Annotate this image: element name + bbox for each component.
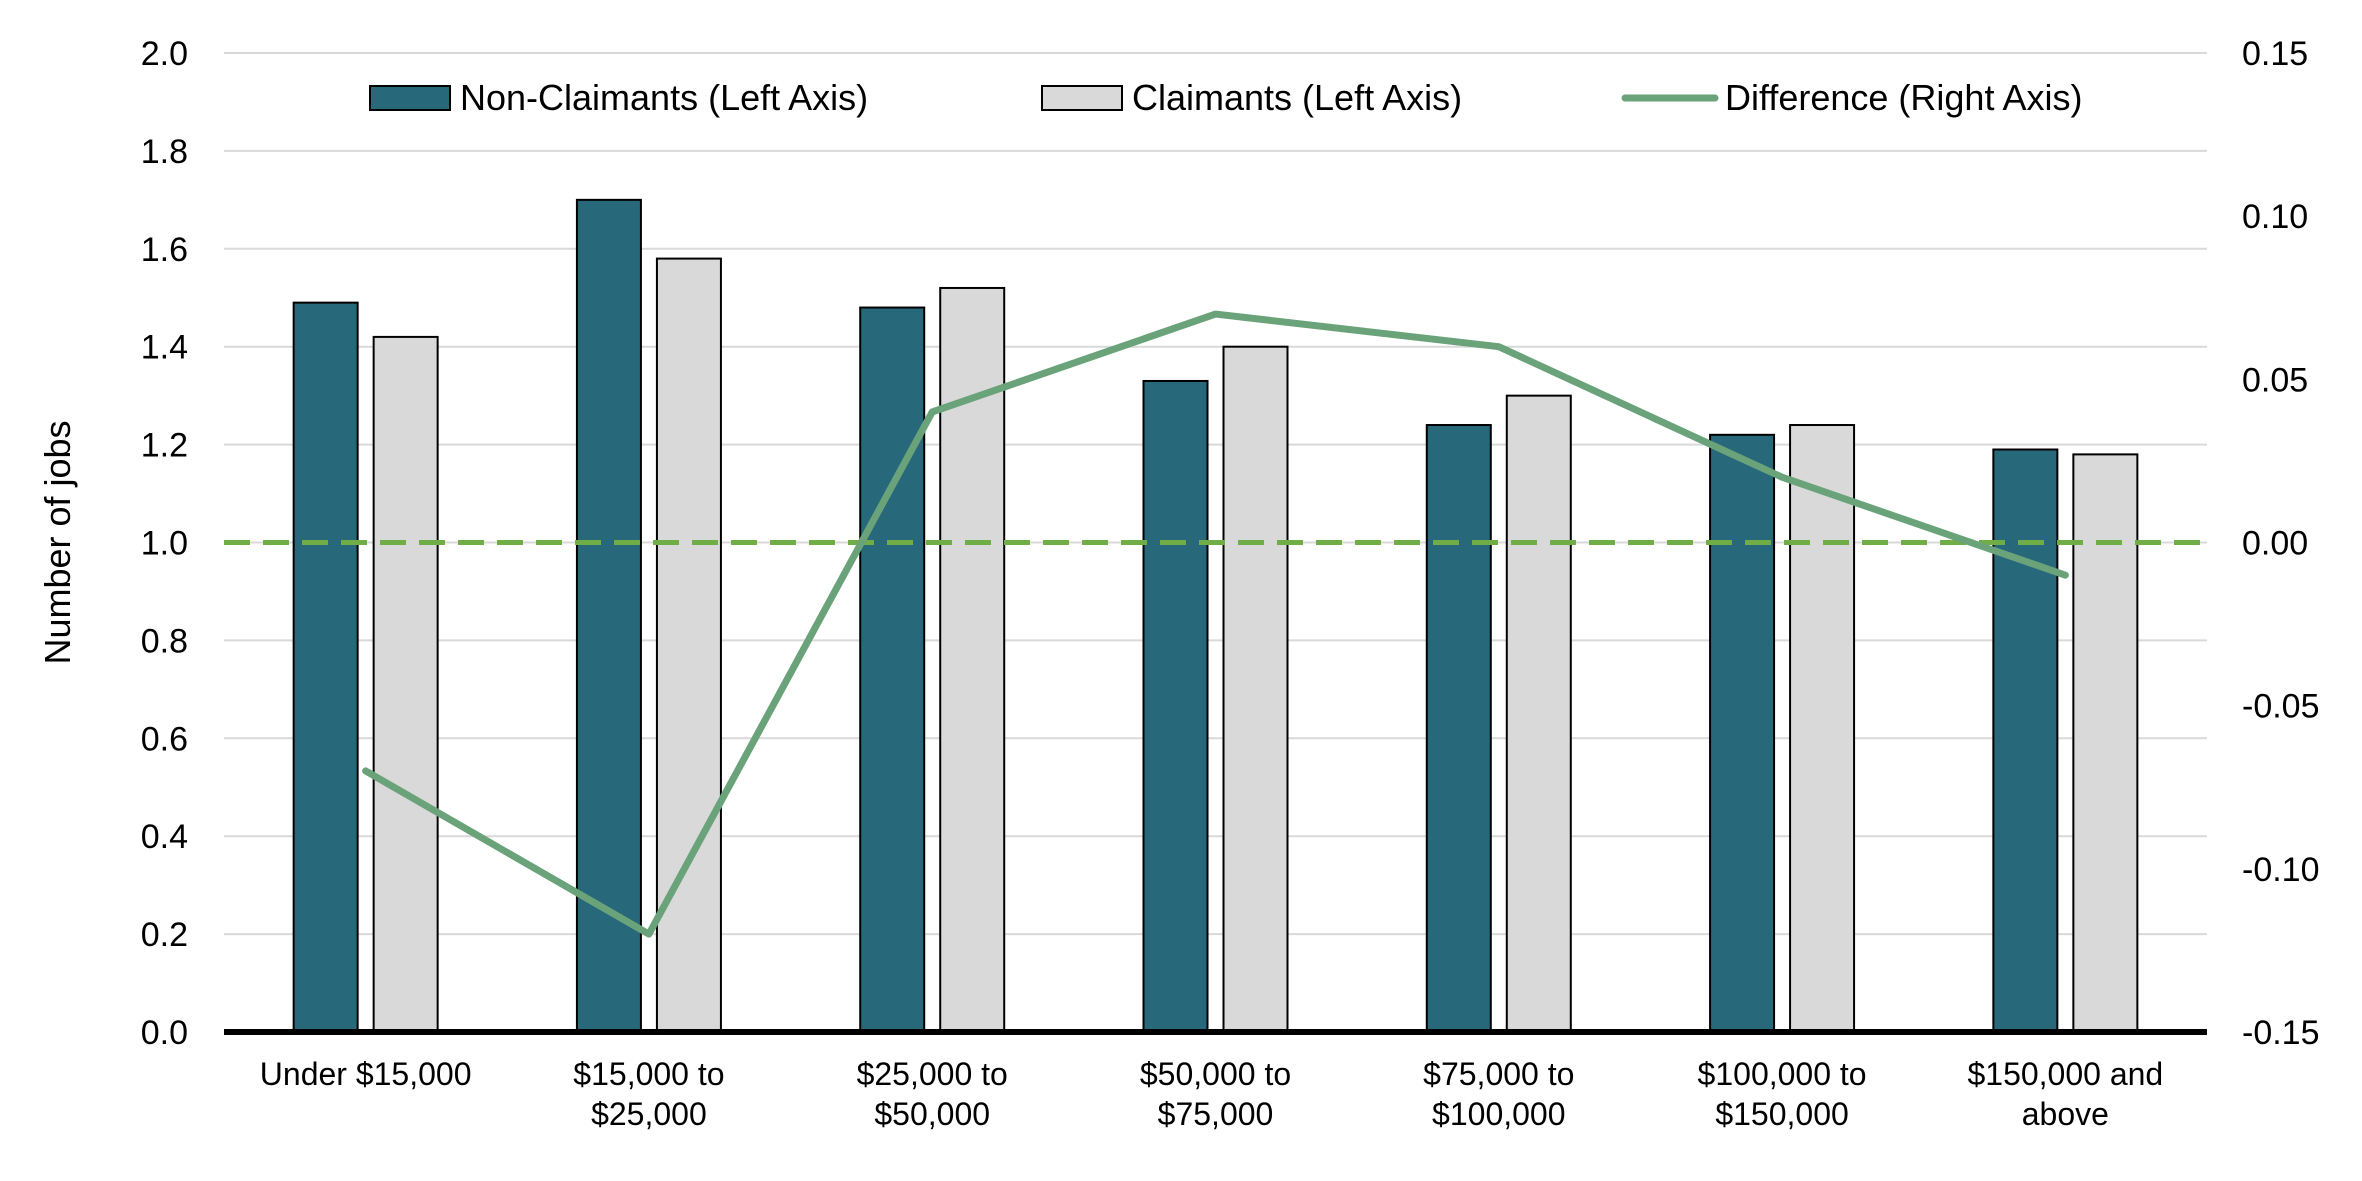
bar-claimants (1789, 424, 1856, 1033)
bar-claimants (1222, 345, 1289, 1033)
left-axis-tick-label: 0.8 (141, 622, 188, 660)
bar-non-claimants (1709, 433, 1776, 1033)
legend-label: Non-Claimants (Left Axis) (460, 77, 868, 118)
bar-non-claimants (1142, 379, 1209, 1033)
category-label: $25,000 (591, 1096, 707, 1132)
left-axis-tick-label: 1.8 (141, 133, 188, 171)
left-axis-tick-label: 1.0 (141, 525, 188, 563)
right-axis-tick-label: 0.10 (2242, 198, 2308, 236)
left-axis-tick-label: 0.0 (141, 1014, 188, 1052)
legend-swatch-non-claimants (369, 85, 451, 111)
category-label: $150,000 (1715, 1096, 1848, 1132)
bar-non-claimants (1425, 424, 1492, 1033)
bar-claimants (939, 286, 1006, 1033)
bar-non-claimants (292, 301, 359, 1033)
bar-non-claimants (859, 306, 926, 1034)
left-axis-tick-label: 0.6 (141, 720, 188, 758)
right-axis-tick-label: -0.10 (2242, 851, 2320, 889)
category-label: $150,000 and (1967, 1056, 2163, 1092)
bar-non-claimants (1992, 448, 2059, 1033)
legend-swatch-claimants (1041, 85, 1123, 111)
left-axis-tick-label: 1.6 (141, 231, 188, 269)
left-axis-tick-label: 1.4 (141, 329, 188, 367)
bar-claimants (1505, 394, 1572, 1033)
left-axis-tick-label: 2.0 (141, 35, 188, 73)
category-label: $75,000 to (1423, 1056, 1574, 1092)
difference-line (362, 310, 2069, 938)
left-axis-title: Number of jobs (37, 420, 78, 664)
category-label: $50,000 (874, 1096, 990, 1132)
legend-label: Claimants (Left Axis) (1132, 77, 1462, 118)
left-axis-tick-label: 0.2 (141, 916, 188, 954)
category-label: $15,000 to (573, 1056, 724, 1092)
left-axis-tick-label: 1.2 (141, 427, 188, 465)
bar-claimants (655, 257, 722, 1033)
right-axis-tick-label: 0.05 (2242, 361, 2308, 399)
right-axis-tick-label: -0.15 (2242, 1014, 2320, 1052)
category-label: Under $15,000 (260, 1056, 472, 1092)
right-axis-tick-label: 0.15 (2242, 35, 2308, 73)
category-label: $100,000 (1432, 1096, 1565, 1132)
left-axis-tick-label: 0.4 (141, 818, 188, 856)
legend-label: Difference (Right Axis) (1725, 77, 2082, 118)
category-label: $50,000 to (1140, 1056, 1291, 1092)
right-axis-tick-label: 0.00 (2242, 525, 2308, 563)
category-label: $100,000 to (1698, 1056, 1867, 1092)
category-label: above (2022, 1096, 2109, 1132)
bar-non-claimants (575, 198, 642, 1034)
bar-claimants (372, 335, 439, 1034)
category-label: $75,000 (1158, 1096, 1274, 1132)
category-label: $25,000 to (857, 1056, 1008, 1092)
right-axis-tick-label: -0.05 (2242, 688, 2320, 726)
